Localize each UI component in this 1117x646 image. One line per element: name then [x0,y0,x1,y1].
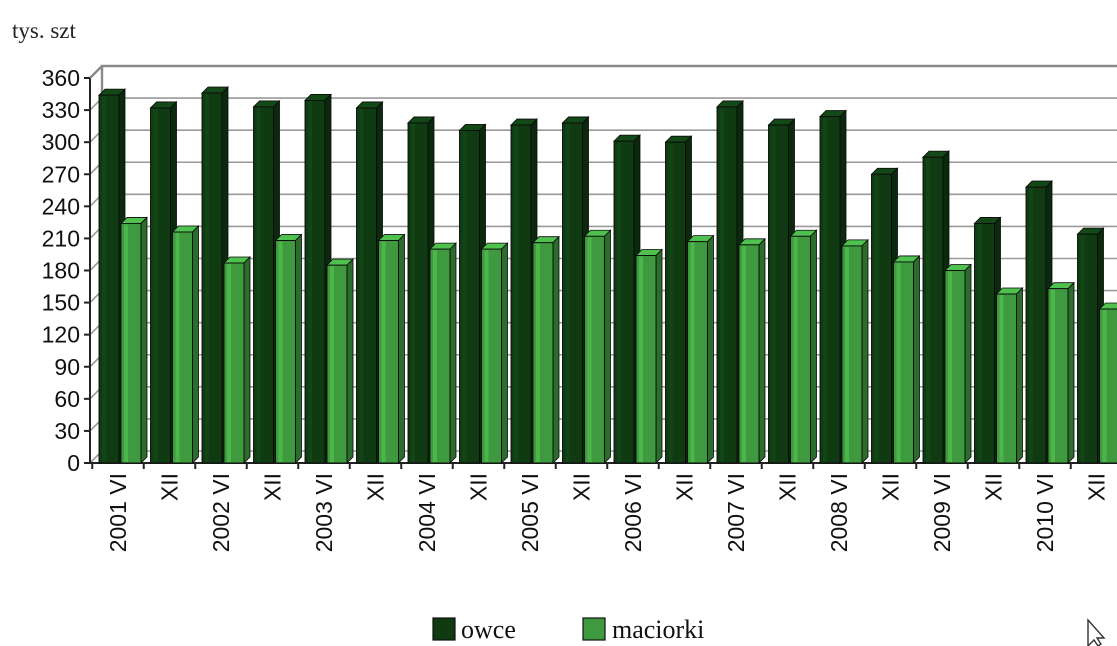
y-tick-label-4: 120 [42,322,80,348]
x-tick-label-19: XII [1084,473,1110,501]
bar-owce-4 [304,93,332,464]
bar-maciorki-15 [892,254,921,464]
bar-maciorki-11 [686,234,715,464]
legend: owce maciorki [432,615,704,644]
y-tick-label-3: 90 [54,354,80,380]
corner-edge [89,65,103,79]
y-tick-label-7: 210 [42,225,80,251]
y-tick-label-9: 270 [42,161,80,187]
x-tick-label-6: 2004 VI [414,473,440,552]
x-tick-label-13: XII [775,473,801,501]
y-tick-label-6: 180 [42,258,80,284]
y-tick-label-1: 30 [54,418,80,444]
x-tick-label-16: 2009 VI [929,473,955,552]
x-tick-label-11: XII [672,473,698,501]
x-tick-label-9: XII [569,473,595,501]
legend-swatch-owce [432,617,456,641]
bar-owce-2 [201,86,229,464]
bar-owce-14 [819,109,847,464]
bar-maciorki-17 [995,287,1024,464]
x-tick-label-7: XII [466,473,492,501]
bar-maciorki-19 [1098,302,1117,464]
bar-maciorki-9 [583,229,612,464]
legend-label-maciorki: maciorki [612,615,704,644]
x-tick-label-17: XII [981,473,1007,501]
bar-maciorki-8 [532,235,560,464]
y-unit-label: tys. szt [12,18,77,43]
legend-label-owce: owce [461,615,516,644]
x-tick-label-4: 2003 VI [311,473,337,552]
x-tick-label-14: 2008 VI [826,473,852,552]
bar-owce-1 [149,100,178,464]
x-tick-label-10: 2006 VI [620,473,646,552]
x-tick-label-5: XII [363,473,389,501]
bar-maciorki-2 [223,256,251,464]
bar-maciorki-4 [326,258,354,464]
x-axis-ticks: 2001 VI XII 2002 VI XII 2003 VI XII 2004 VI XII… [91,463,1110,552]
x-tick-label-12: 2007 VI [723,473,749,552]
bar-owce-0 [98,88,126,464]
bar-maciorki-1 [171,225,200,464]
y-tick-label-2: 60 [54,386,80,412]
x-tick-label-18: 2010 VI [1032,473,1058,552]
x-tick-label-15: XII [878,473,904,501]
legend-swatch-maciorki [582,617,606,641]
bar-maciorki-18 [1047,281,1075,464]
bar-maciorki-7 [480,242,509,464]
bar-owce-19 [1076,227,1105,464]
x-tick-label-8: 2005 VI [517,473,543,552]
y-tick-label-10: 300 [42,129,80,155]
y-tick-label-0: 0 [67,450,80,476]
bar-maciorki-14 [841,238,869,464]
bar-maciorki-16 [944,263,972,464]
x-tick-label-2: 2002 VI [208,473,234,552]
bar-owce-6 [407,115,435,464]
y-tick-label-5: 150 [42,290,80,316]
bar-maciorki-13 [789,229,818,464]
x-tick-label-1: XII [157,473,183,501]
y-tick-label-11: 330 [42,97,80,123]
y-tick-label-8: 240 [42,193,80,219]
bars [98,86,1117,464]
mouse-cursor-icon [1087,618,1106,646]
y-tick-label-12: 360 [42,65,80,91]
y-axis-ticks: 0 30 60 90 120 150 180 210 240 270 300 330 360 [42,65,90,476]
bar-maciorki-3 [274,233,303,464]
x-tick-label-0: 2001 VI [105,473,131,552]
x-tick-label-3: XII [260,473,286,501]
bar-maciorki-6 [429,242,457,464]
bar-maciorki-5 [377,233,406,464]
bar-maciorki-12 [738,237,766,464]
bar-maciorki-10 [635,248,663,464]
bar-maciorki-0 [120,216,148,464]
